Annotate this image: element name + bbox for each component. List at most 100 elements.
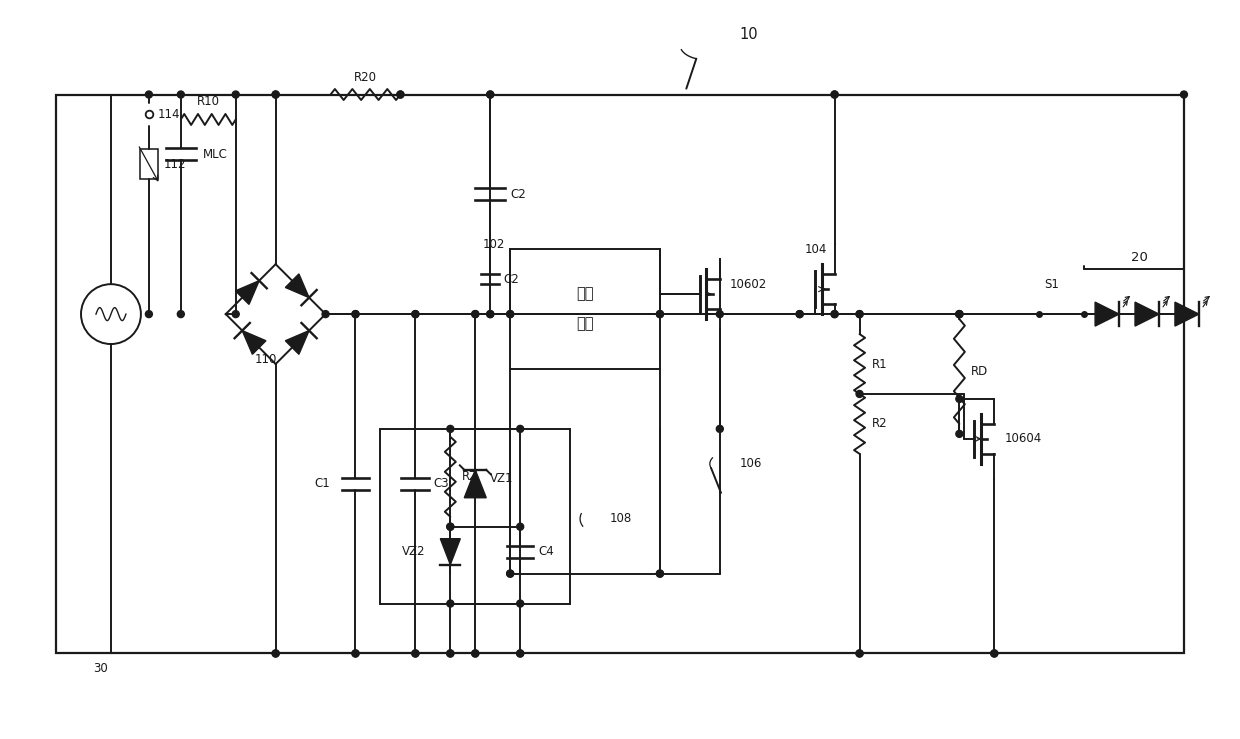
Circle shape (1180, 310, 1188, 318)
Text: C2: C2 (503, 273, 520, 286)
Circle shape (507, 570, 513, 577)
Text: 106: 106 (740, 457, 763, 470)
Circle shape (232, 310, 239, 318)
Circle shape (412, 310, 419, 318)
Polygon shape (285, 330, 309, 354)
Text: 单元: 单元 (577, 316, 594, 332)
Text: 110: 110 (254, 353, 277, 366)
Circle shape (232, 91, 239, 98)
Polygon shape (1135, 302, 1159, 326)
Text: 108: 108 (610, 512, 632, 525)
Polygon shape (242, 330, 265, 354)
Circle shape (856, 650, 863, 657)
Text: 30: 30 (93, 662, 108, 675)
Text: MLC: MLC (203, 148, 228, 161)
Text: RD: RD (971, 365, 988, 378)
Circle shape (956, 310, 962, 318)
Circle shape (991, 650, 998, 657)
Circle shape (831, 91, 838, 98)
Circle shape (856, 310, 863, 318)
Circle shape (656, 570, 663, 577)
Polygon shape (1176, 302, 1199, 326)
Bar (140, 149, 157, 180)
Text: 114: 114 (157, 108, 180, 121)
Circle shape (412, 650, 419, 657)
Circle shape (471, 650, 479, 657)
Text: 10604: 10604 (1004, 432, 1042, 446)
Text: 20: 20 (1131, 251, 1147, 264)
Circle shape (507, 570, 513, 577)
Bar (56, 95, 1184, 653)
Circle shape (412, 650, 419, 657)
Circle shape (145, 310, 153, 318)
Circle shape (446, 426, 454, 432)
Text: 104: 104 (805, 242, 827, 256)
Circle shape (272, 91, 279, 98)
Polygon shape (236, 281, 259, 304)
Circle shape (517, 650, 523, 657)
Text: R10: R10 (197, 95, 219, 109)
Polygon shape (440, 539, 460, 565)
Circle shape (856, 390, 863, 398)
Circle shape (272, 650, 279, 657)
Circle shape (471, 650, 479, 657)
Circle shape (446, 523, 454, 530)
Circle shape (412, 310, 419, 318)
Circle shape (656, 310, 663, 318)
Circle shape (446, 523, 454, 530)
Text: C4: C4 (538, 545, 554, 558)
Circle shape (487, 310, 494, 318)
Circle shape (272, 650, 279, 657)
Circle shape (517, 523, 523, 530)
Circle shape (717, 310, 723, 318)
Circle shape (487, 310, 494, 318)
Circle shape (507, 310, 513, 318)
Circle shape (177, 91, 185, 98)
Circle shape (831, 91, 838, 98)
Polygon shape (464, 470, 486, 498)
Circle shape (956, 395, 962, 403)
Circle shape (656, 310, 663, 318)
Polygon shape (1095, 302, 1118, 326)
Circle shape (1176, 310, 1183, 318)
Polygon shape (285, 274, 309, 298)
Text: 10: 10 (740, 27, 759, 42)
Circle shape (517, 426, 523, 432)
Text: R1: R1 (872, 358, 887, 370)
Text: VZ2: VZ2 (402, 545, 425, 558)
Circle shape (446, 650, 454, 657)
Text: RZ: RZ (463, 470, 479, 483)
Bar (381, 429, 570, 604)
Circle shape (397, 91, 404, 98)
Circle shape (471, 310, 479, 318)
Circle shape (856, 310, 863, 318)
Text: 控制: 控制 (577, 287, 594, 302)
Text: 10602: 10602 (730, 278, 768, 290)
Circle shape (831, 310, 838, 318)
Text: R20: R20 (353, 70, 377, 84)
Circle shape (446, 650, 454, 657)
Text: S1: S1 (1044, 278, 1059, 290)
Text: C1: C1 (315, 477, 331, 490)
Circle shape (517, 600, 523, 607)
Circle shape (856, 650, 863, 657)
Text: 112: 112 (164, 158, 186, 171)
Text: 102: 102 (482, 238, 505, 251)
Circle shape (471, 310, 479, 318)
Circle shape (507, 310, 513, 318)
Circle shape (352, 310, 360, 318)
Text: C3: C3 (433, 477, 449, 490)
Circle shape (717, 426, 723, 432)
Text: R2: R2 (872, 418, 887, 430)
Circle shape (352, 650, 360, 657)
Circle shape (487, 91, 494, 98)
Circle shape (177, 310, 185, 318)
Circle shape (322, 310, 329, 318)
Circle shape (397, 91, 404, 98)
Circle shape (656, 570, 663, 577)
Circle shape (956, 310, 962, 318)
Circle shape (956, 310, 962, 318)
Circle shape (517, 650, 523, 657)
Circle shape (991, 650, 998, 657)
Circle shape (352, 310, 360, 318)
